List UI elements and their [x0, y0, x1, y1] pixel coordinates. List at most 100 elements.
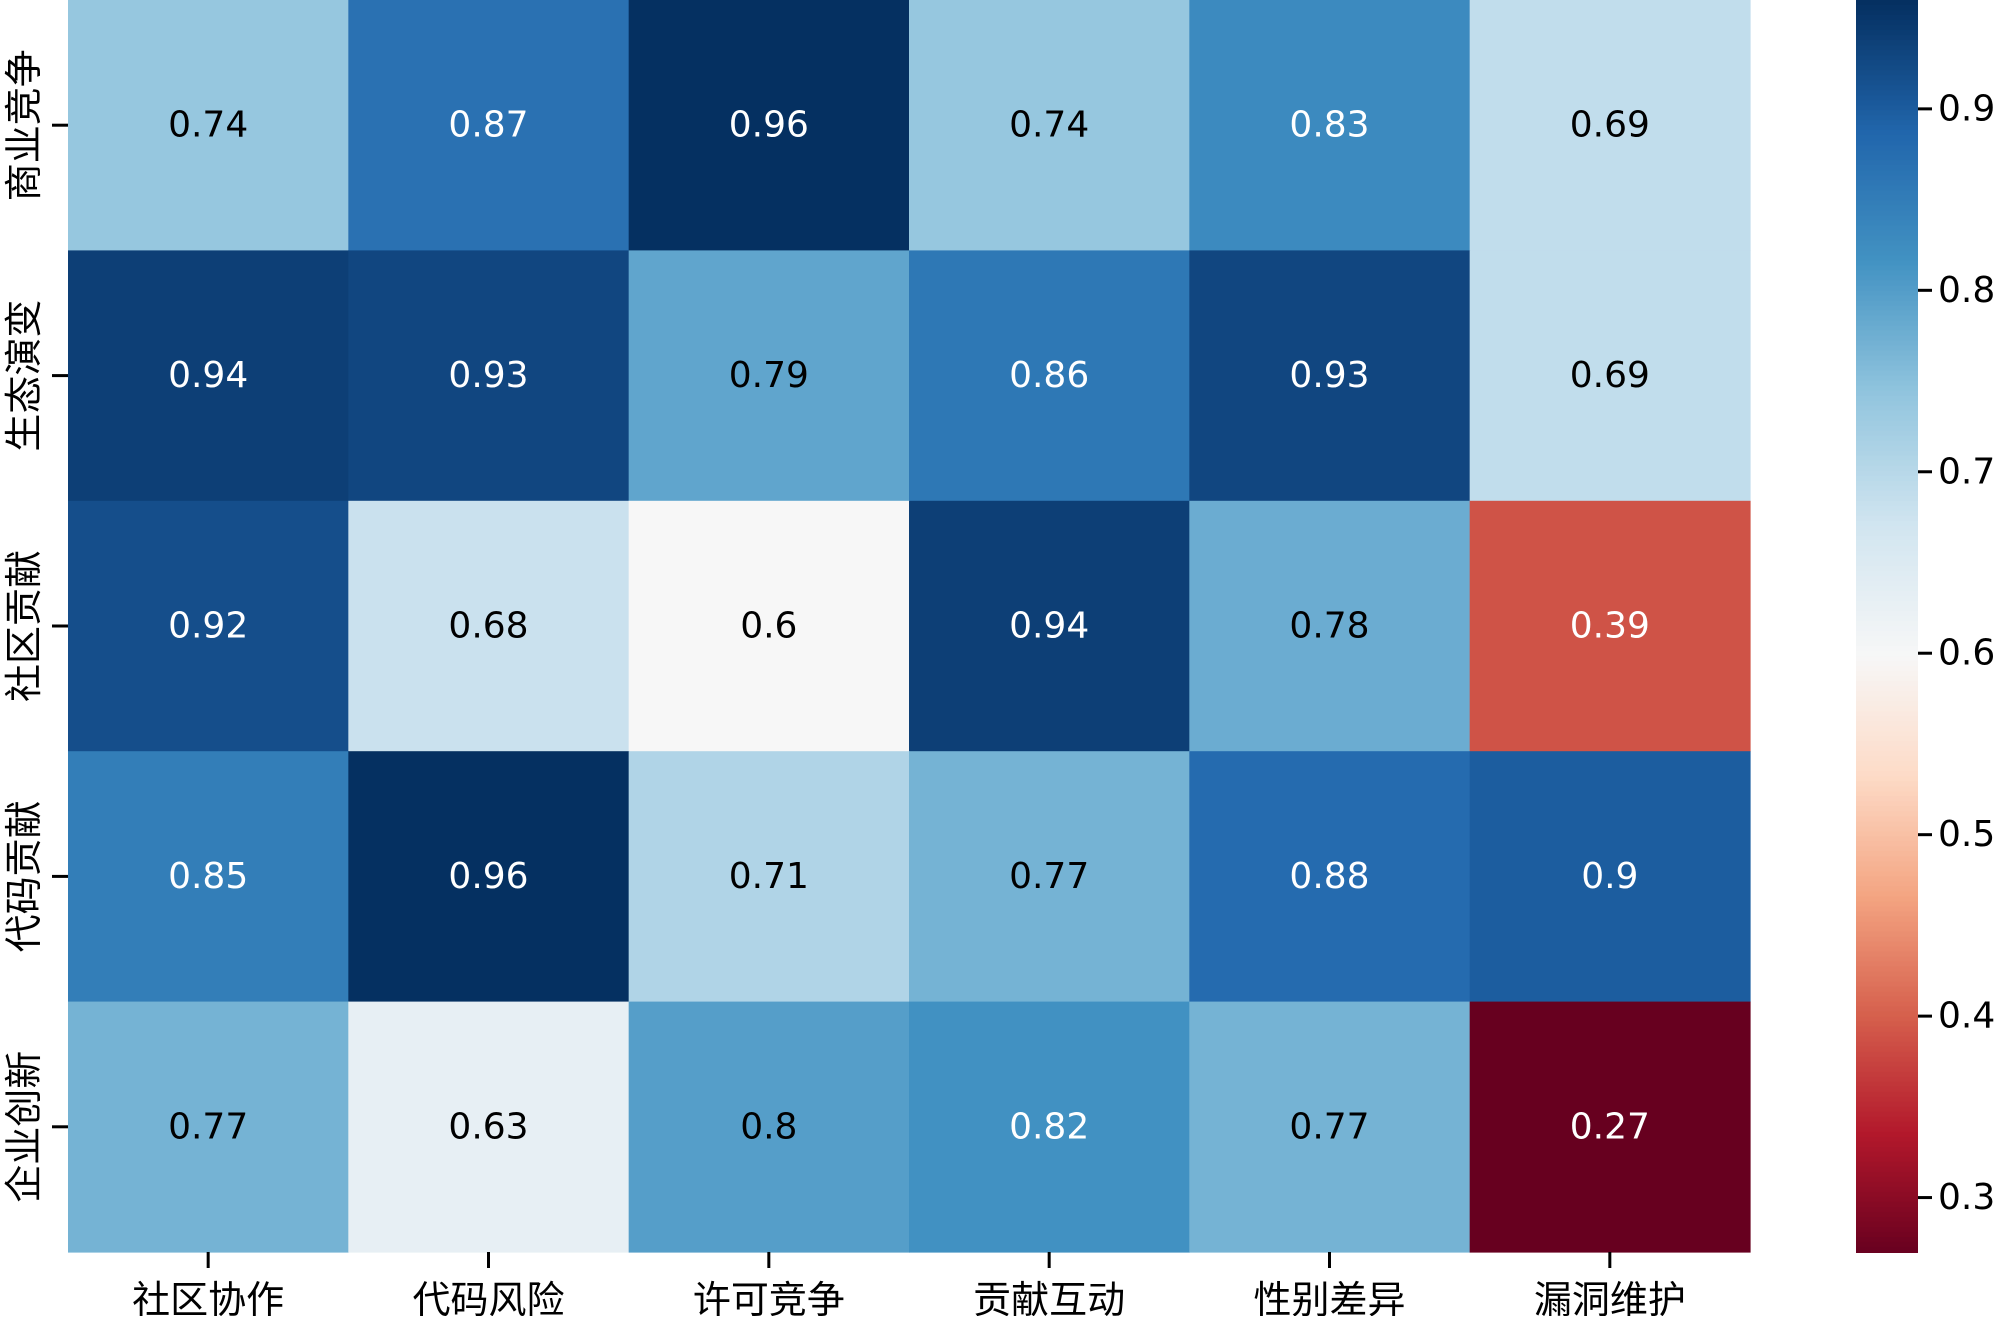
colorbar-segment: [1856, 996, 1918, 1003]
colorbar-segment: [1856, 816, 1918, 823]
colorbar-segment: [1856, 15, 1918, 22]
colorbar-segment: [1856, 711, 1918, 718]
colorbar-segment: [1856, 801, 1918, 808]
colorbar-segment: [1856, 1126, 1918, 1133]
colorbar-segment: [1856, 330, 1918, 337]
colorbar-segment: [1856, 1156, 1918, 1163]
colorbar-tick-label: 0.5: [1938, 814, 1995, 855]
colorbar-segment: [1856, 185, 1918, 192]
colorbar-segment: [1856, 295, 1918, 302]
colorbar-segment: [1856, 641, 1918, 648]
heatmap-cell: [348, 250, 630, 502]
colorbar-segment: [1856, 1166, 1918, 1173]
colorbar-segment: [1856, 1211, 1918, 1218]
colorbar-segment: [1856, 25, 1918, 32]
cell-value-label: 0.68: [448, 606, 528, 647]
cell-value-label: 0.69: [1570, 105, 1650, 146]
colorbar-segment: [1856, 976, 1918, 983]
heatmap-cell: [1189, 250, 1471, 502]
colorbar-segment: [1856, 701, 1918, 708]
colorbar-segment: [1856, 190, 1918, 197]
colorbar-segment: [1856, 60, 1918, 67]
colorbar-segment: [1856, 826, 1918, 833]
cell-value-label: 0.87: [448, 105, 528, 146]
colorbar-segment: [1856, 716, 1918, 723]
cell-value-label: 0.74: [1009, 105, 1089, 146]
colorbar-segment: [1856, 656, 1918, 663]
colorbar-segment: [1856, 200, 1918, 207]
colorbar-segment: [1856, 1231, 1918, 1238]
colorbar-segment: [1856, 1021, 1918, 1028]
colorbar-segment: [1856, 811, 1918, 818]
cell-value-label: 0.77: [1289, 1106, 1369, 1147]
colorbar-segment: [1856, 435, 1918, 442]
colorbar-segment: [1856, 500, 1918, 507]
colorbar-segment: [1856, 485, 1918, 492]
colorbar-segment: [1856, 455, 1918, 462]
colorbar-segment: [1856, 1136, 1918, 1143]
cell-value-label: 0.8: [740, 1106, 797, 1147]
colorbar-segment: [1856, 821, 1918, 828]
colorbar-segment: [1856, 160, 1918, 167]
x-tick-label: 许可竞争: [693, 1278, 845, 1316]
heatmap-cell: [68, 751, 349, 1003]
colorbar-segment: [1856, 1061, 1918, 1068]
colorbar-segment: [1856, 1091, 1918, 1098]
cell-value-label: 0.39: [1570, 606, 1650, 647]
colorbar-segment: [1856, 1171, 1918, 1178]
colorbar-segment: [1856, 580, 1918, 587]
colorbar-segment: [1856, 575, 1918, 582]
colorbar-segment: [1856, 510, 1918, 517]
colorbar-segment: [1856, 951, 1918, 958]
colorbar-segment: [1856, 1066, 1918, 1073]
colorbar-tick-label: 0.6: [1938, 633, 1995, 674]
heatmap-cell: [68, 500, 349, 752]
colorbar-segment: [1856, 841, 1918, 848]
colorbar-segment: [1856, 520, 1918, 527]
cell-value-labels: 0.74 0.87 0.96 0.74 0.83 0.69 0.94 0.93 0.79 0.86…: [168, 105, 1650, 1148]
colorbar-segment: [1856, 991, 1918, 998]
colorbar-segment: [1856, 1161, 1918, 1168]
colorbar-segment: [1856, 891, 1918, 898]
heatmap-cell: [348, 751, 630, 1003]
colorbar-segment: [1856, 215, 1918, 222]
colorbar-segment: [1856, 75, 1918, 82]
colorbar-segment: [1856, 145, 1918, 152]
cell-value-label: 0.83: [1289, 105, 1369, 146]
colorbar-segment: [1856, 661, 1918, 668]
heatmap-cell: [628, 1001, 910, 1253]
colorbar-segment: [1856, 766, 1918, 773]
heatmap-cell: [628, 751, 910, 1003]
colorbar-segment: [1856, 290, 1918, 297]
colorbar: 0.3 0.4 0.5 0.6 0.7 0.8 0.9: [1856, 0, 1995, 1253]
colorbar-segment: [1856, 666, 1918, 673]
colorbar-segment: [1856, 585, 1918, 592]
colorbar-segment: [1856, 726, 1918, 733]
colorbar-segment: [1856, 1121, 1918, 1128]
colorbar-segment: [1856, 130, 1918, 137]
heatmap-cell: [628, 0, 910, 251]
heatmap-cell: [909, 0, 1190, 251]
colorbar-segment: [1856, 1116, 1918, 1123]
colorbar-segment: [1856, 265, 1918, 272]
colorbar-segment: [1856, 245, 1918, 252]
colorbar-segment: [1856, 876, 1918, 883]
colorbar-segment: [1856, 555, 1918, 562]
colorbar-segment: [1856, 65, 1918, 72]
colorbar-segment: [1856, 0, 1918, 7]
colorbar-segment: [1856, 911, 1918, 918]
colorbar-segment: [1856, 1071, 1918, 1078]
colorbar-segment: [1856, 646, 1918, 653]
colorbar-segment: [1856, 115, 1918, 122]
heatmap-cell: [1189, 751, 1471, 1003]
colorbar-segment: [1856, 776, 1918, 783]
colorbar-segment: [1856, 1031, 1918, 1038]
colorbar-segment: [1856, 410, 1918, 417]
colorbar-segment: [1856, 20, 1918, 27]
y-tick-label: 代码贡献: [2, 800, 46, 952]
colorbar-segment: [1856, 831, 1918, 838]
colorbar-segment: [1856, 50, 1918, 57]
colorbar-segment: [1856, 610, 1918, 617]
colorbar-tick-label: 0.8: [1938, 270, 1995, 311]
